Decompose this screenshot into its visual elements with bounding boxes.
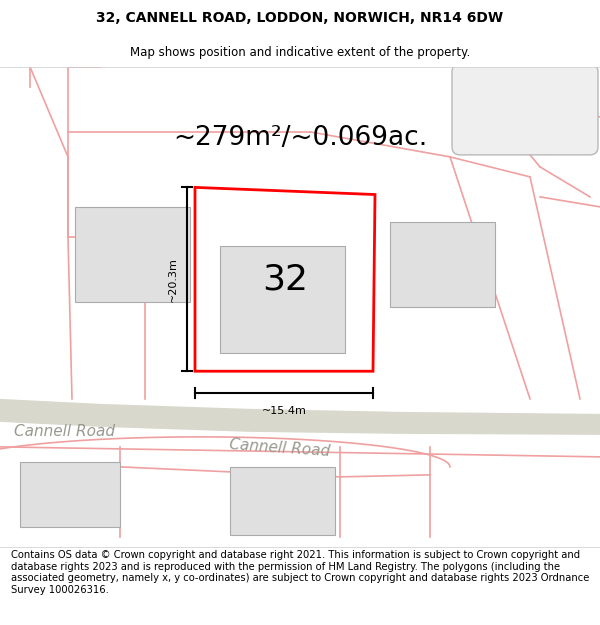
- Text: 32, CANNELL ROAD, LODDON, NORWICH, NR14 6DW: 32, CANNELL ROAD, LODDON, NORWICH, NR14 …: [97, 11, 503, 25]
- Bar: [220, 246, 345, 353]
- Text: Cannell Road: Cannell Road: [14, 424, 115, 439]
- Bar: [390, 222, 495, 307]
- Text: ~15.4m: ~15.4m: [262, 406, 307, 416]
- Text: Contains OS data © Crown copyright and database right 2021. This information is : Contains OS data © Crown copyright and d…: [11, 550, 589, 595]
- Polygon shape: [0, 399, 600, 435]
- Text: Cannell Road: Cannell Road: [229, 437, 331, 459]
- Bar: [20, 462, 120, 527]
- Text: ~20.3m: ~20.3m: [168, 257, 178, 302]
- Bar: [230, 467, 335, 535]
- FancyBboxPatch shape: [452, 64, 598, 155]
- Text: 32: 32: [262, 262, 308, 296]
- Text: Map shows position and indicative extent of the property.: Map shows position and indicative extent…: [130, 46, 470, 59]
- Bar: [75, 207, 190, 302]
- Text: ~279m²/~0.069ac.: ~279m²/~0.069ac.: [173, 126, 427, 151]
